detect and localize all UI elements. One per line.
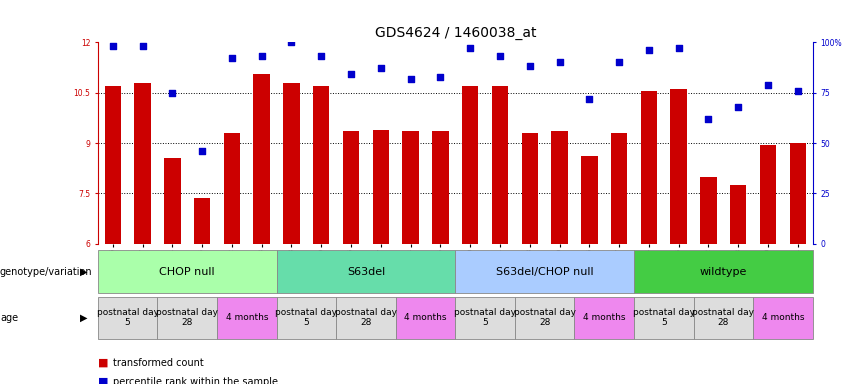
Text: postnatal day
5: postnatal day 5 — [454, 308, 516, 328]
Text: 4 months: 4 months — [226, 313, 268, 322]
Point — [374, 65, 387, 71]
Bar — [164, 158, 180, 244]
Bar — [343, 131, 359, 244]
Point — [255, 53, 269, 60]
Text: percentile rank within the sample: percentile rank within the sample — [113, 377, 278, 384]
Bar — [98, 250, 277, 293]
Bar — [455, 250, 634, 293]
Bar — [581, 157, 597, 244]
Bar — [336, 296, 396, 339]
Point — [165, 89, 179, 96]
Bar — [551, 131, 568, 244]
Bar — [790, 143, 806, 244]
Text: S63del/CHOP null: S63del/CHOP null — [496, 266, 593, 277]
Point — [642, 47, 655, 53]
Point — [196, 148, 209, 154]
Bar — [611, 133, 627, 244]
Point — [463, 45, 477, 51]
Point — [553, 59, 567, 65]
Text: postnatal day
5: postnatal day 5 — [276, 308, 337, 328]
Bar — [157, 296, 217, 339]
Text: ■: ■ — [98, 377, 108, 384]
Bar — [730, 185, 746, 244]
Text: postnatal day
5: postnatal day 5 — [633, 308, 694, 328]
Bar — [634, 250, 813, 293]
Bar — [277, 296, 336, 339]
Bar — [194, 199, 210, 244]
Text: ▶: ▶ — [80, 313, 88, 323]
Bar — [432, 131, 448, 244]
Point — [225, 55, 238, 61]
Bar — [403, 131, 419, 244]
Text: ▶: ▶ — [80, 266, 88, 277]
Bar — [396, 296, 455, 339]
Text: 4 months: 4 months — [583, 313, 625, 322]
Bar — [671, 89, 687, 244]
Bar — [455, 296, 515, 339]
Bar — [134, 83, 151, 244]
Point — [523, 63, 536, 70]
Text: age: age — [0, 313, 18, 323]
Text: wildtype: wildtype — [700, 266, 747, 277]
Text: postnatal day
5: postnatal day 5 — [97, 308, 158, 328]
Text: CHOP null: CHOP null — [159, 266, 215, 277]
Bar — [574, 296, 634, 339]
Point — [106, 43, 119, 50]
Bar — [641, 91, 657, 244]
Point — [433, 73, 448, 79]
Bar — [700, 177, 717, 244]
Text: genotype/variation: genotype/variation — [0, 266, 93, 277]
Bar — [217, 296, 277, 339]
Bar — [753, 296, 813, 339]
Bar — [373, 130, 389, 244]
Bar — [492, 86, 508, 244]
Text: postnatal day
28: postnatal day 28 — [335, 308, 397, 328]
Point — [315, 53, 328, 60]
Bar — [515, 296, 574, 339]
Bar — [760, 145, 776, 244]
Bar — [277, 250, 455, 293]
Point — [761, 81, 774, 88]
Point — [791, 88, 805, 94]
Text: postnatal day
28: postnatal day 28 — [693, 308, 754, 328]
Bar — [105, 86, 121, 244]
Point — [582, 96, 596, 102]
Text: postnatal day
28: postnatal day 28 — [157, 308, 218, 328]
Bar — [522, 133, 538, 244]
Text: S63del: S63del — [347, 266, 385, 277]
Bar — [462, 86, 478, 244]
Text: 4 months: 4 months — [762, 313, 804, 322]
Bar — [283, 83, 300, 244]
Text: ■: ■ — [98, 358, 108, 368]
Point — [672, 45, 686, 51]
Bar — [224, 133, 240, 244]
Text: postnatal day
28: postnatal day 28 — [514, 308, 575, 328]
Point — [493, 53, 506, 60]
Point — [701, 116, 715, 122]
Text: transformed count: transformed count — [113, 358, 204, 368]
Point — [612, 59, 625, 65]
Bar — [694, 296, 753, 339]
Point — [344, 71, 357, 78]
Bar — [313, 86, 329, 244]
Point — [731, 104, 745, 110]
Bar — [634, 296, 694, 339]
Point — [284, 39, 298, 45]
Point — [403, 76, 417, 82]
Point — [136, 43, 150, 50]
Title: GDS4624 / 1460038_at: GDS4624 / 1460038_at — [374, 26, 536, 40]
Text: 4 months: 4 months — [404, 313, 447, 322]
Bar — [254, 74, 270, 244]
Bar — [98, 296, 157, 339]
